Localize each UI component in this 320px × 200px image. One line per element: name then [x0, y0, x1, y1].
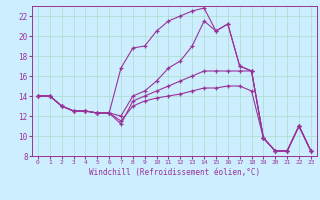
- X-axis label: Windchill (Refroidissement éolien,°C): Windchill (Refroidissement éolien,°C): [89, 168, 260, 177]
